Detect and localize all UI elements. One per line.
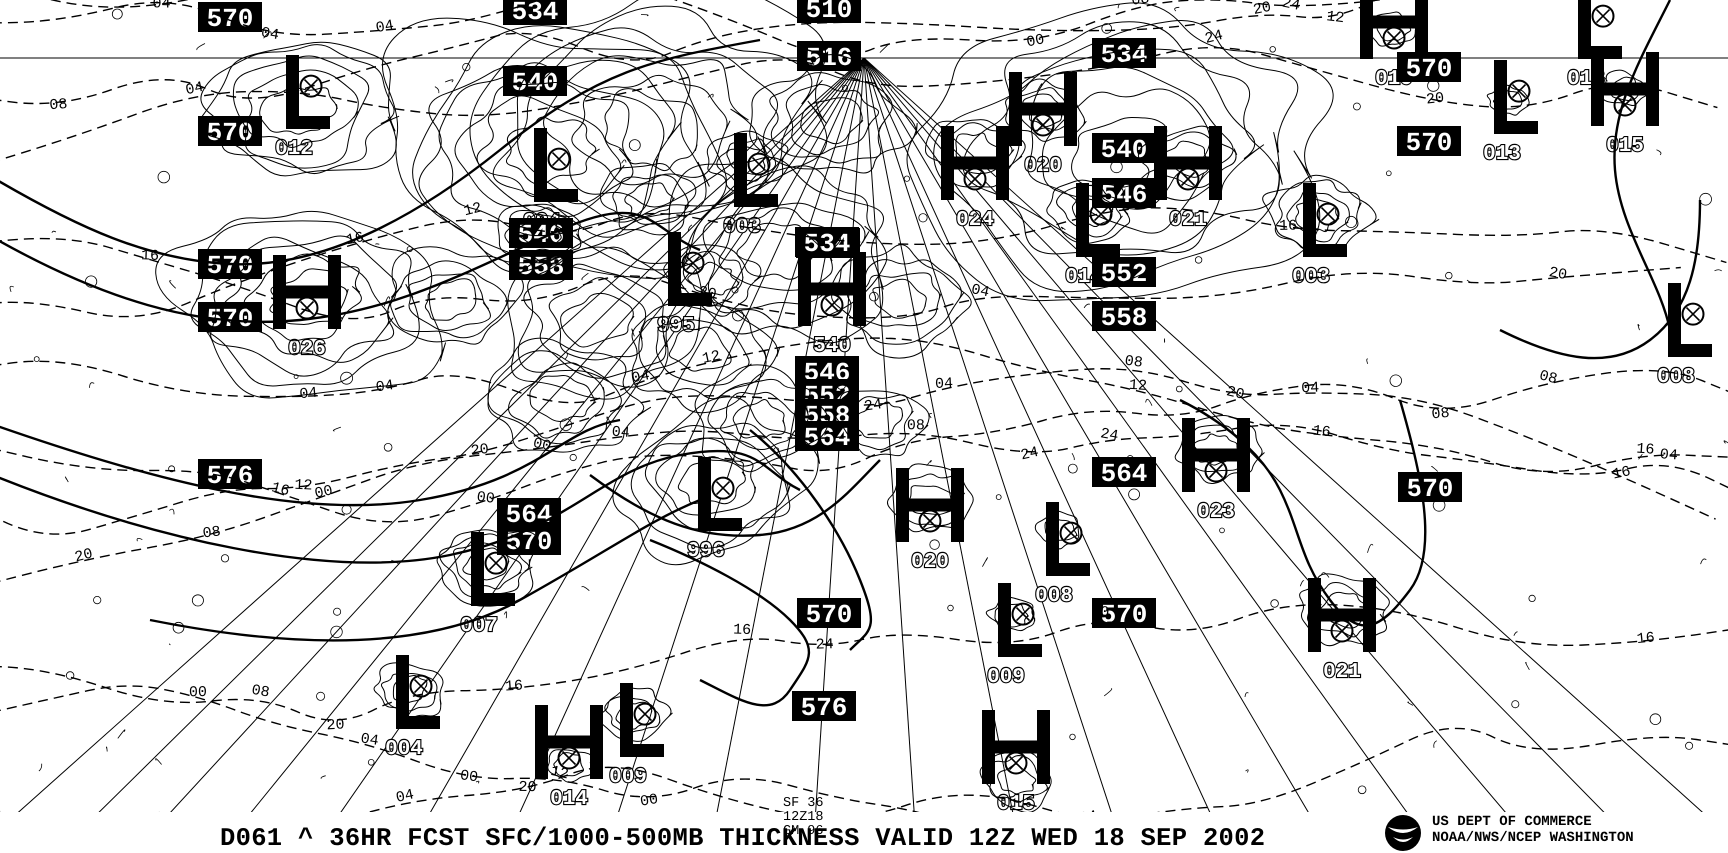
svg-text:20: 20 bbox=[470, 441, 490, 460]
svg-text:SF 36: SF 36 bbox=[783, 796, 824, 811]
svg-text:570: 570 bbox=[806, 600, 853, 630]
svg-text:12: 12 bbox=[294, 477, 313, 495]
svg-text:04: 04 bbox=[375, 17, 396, 37]
svg-text:08: 08 bbox=[1124, 353, 1144, 372]
svg-text:570: 570 bbox=[1406, 54, 1453, 84]
svg-text:04: 04 bbox=[1301, 380, 1320, 398]
svg-text:014: 014 bbox=[550, 788, 588, 811]
svg-text:020: 020 bbox=[911, 551, 949, 574]
svg-text:00: 00 bbox=[476, 489, 496, 508]
svg-text:023: 023 bbox=[1197, 501, 1235, 524]
svg-text:16: 16 bbox=[1636, 629, 1656, 648]
svg-text:04: 04 bbox=[184, 79, 205, 99]
svg-text:013: 013 bbox=[1483, 143, 1521, 166]
svg-text:00: 00 bbox=[639, 791, 659, 811]
svg-text:015: 015 bbox=[1606, 135, 1644, 158]
svg-text:008: 008 bbox=[1657, 366, 1695, 389]
svg-text:009: 009 bbox=[987, 666, 1025, 689]
svg-text:20: 20 bbox=[1547, 264, 1568, 284]
svg-text:04: 04 bbox=[611, 424, 630, 442]
svg-text:534: 534 bbox=[512, 0, 559, 27]
svg-text:08: 08 bbox=[250, 682, 271, 702]
svg-text:08: 08 bbox=[907, 417, 925, 434]
svg-text:576: 576 bbox=[801, 693, 848, 723]
svg-text:564: 564 bbox=[1101, 459, 1148, 489]
svg-text:00: 00 bbox=[1091, 604, 1109, 621]
svg-text:570: 570 bbox=[207, 4, 254, 34]
svg-text:026: 026 bbox=[288, 338, 326, 361]
svg-text:16: 16 bbox=[1312, 423, 1332, 442]
svg-text:008: 008 bbox=[1035, 585, 1073, 608]
svg-text:16: 16 bbox=[1279, 218, 1297, 235]
svg-text:24: 24 bbox=[816, 636, 834, 653]
svg-text:021: 021 bbox=[1323, 661, 1361, 684]
svg-text:00: 00 bbox=[189, 684, 207, 701]
svg-text:024: 024 bbox=[956, 209, 994, 232]
svg-text:04: 04 bbox=[359, 730, 379, 749]
svg-text:570: 570 bbox=[1407, 474, 1454, 504]
svg-text:08: 08 bbox=[1431, 405, 1451, 424]
svg-text:004: 004 bbox=[385, 738, 423, 761]
svg-text:12: 12 bbox=[1128, 377, 1147, 395]
svg-text:021: 021 bbox=[1169, 209, 1207, 232]
svg-text:04: 04 bbox=[260, 24, 281, 44]
svg-text:04: 04 bbox=[152, 0, 170, 13]
svg-text:24: 24 bbox=[1099, 425, 1120, 445]
svg-text:20: 20 bbox=[697, 283, 718, 303]
svg-text:08: 08 bbox=[49, 96, 68, 114]
svg-text:12Z18: 12Z18 bbox=[783, 810, 824, 825]
svg-text:558: 558 bbox=[518, 252, 565, 282]
svg-text:16: 16 bbox=[1636, 441, 1655, 459]
svg-text:516: 516 bbox=[806, 43, 853, 73]
svg-text:NOAA/NWS/NCEP WASHINGTON: NOAA/NWS/NCEP WASHINGTON bbox=[1432, 830, 1634, 846]
svg-text:003: 003 bbox=[1292, 266, 1330, 289]
svg-text:00: 00 bbox=[1025, 31, 1046, 51]
svg-text:04: 04 bbox=[630, 367, 651, 387]
svg-text:558: 558 bbox=[1101, 303, 1148, 333]
svg-text:04: 04 bbox=[935, 375, 954, 393]
svg-text:510: 510 bbox=[806, 0, 853, 25]
svg-text:04: 04 bbox=[299, 385, 319, 404]
svg-text:570: 570 bbox=[1406, 128, 1453, 158]
svg-text:D061 ^ 36HR FCST SFC/1000-500: D061 ^ 36HR FCST SFC/1000-500MB THICKNES… bbox=[220, 824, 1265, 853]
svg-text:04: 04 bbox=[1659, 446, 1678, 464]
svg-text:16: 16 bbox=[733, 622, 752, 640]
svg-text:24: 24 bbox=[863, 396, 883, 415]
svg-text:20: 20 bbox=[1425, 90, 1445, 109]
svg-text:US DEPT OF COMMERCE: US DEPT OF COMMERCE bbox=[1432, 814, 1592, 830]
svg-text:GM 96: GM 96 bbox=[783, 824, 824, 839]
svg-text:08: 08 bbox=[202, 523, 222, 542]
svg-text:00: 00 bbox=[313, 482, 334, 502]
svg-text:00: 00 bbox=[459, 767, 479, 786]
svg-text:012: 012 bbox=[275, 138, 313, 161]
svg-text:20: 20 bbox=[518, 779, 536, 796]
svg-text:12: 12 bbox=[1325, 8, 1345, 27]
svg-text:570: 570 bbox=[207, 251, 254, 281]
svg-text:576: 576 bbox=[207, 461, 254, 491]
svg-text:20: 20 bbox=[326, 716, 345, 734]
svg-text:534: 534 bbox=[804, 229, 851, 259]
svg-text:16: 16 bbox=[504, 677, 523, 695]
svg-text:552: 552 bbox=[1101, 259, 1148, 289]
svg-text:04: 04 bbox=[375, 377, 395, 396]
